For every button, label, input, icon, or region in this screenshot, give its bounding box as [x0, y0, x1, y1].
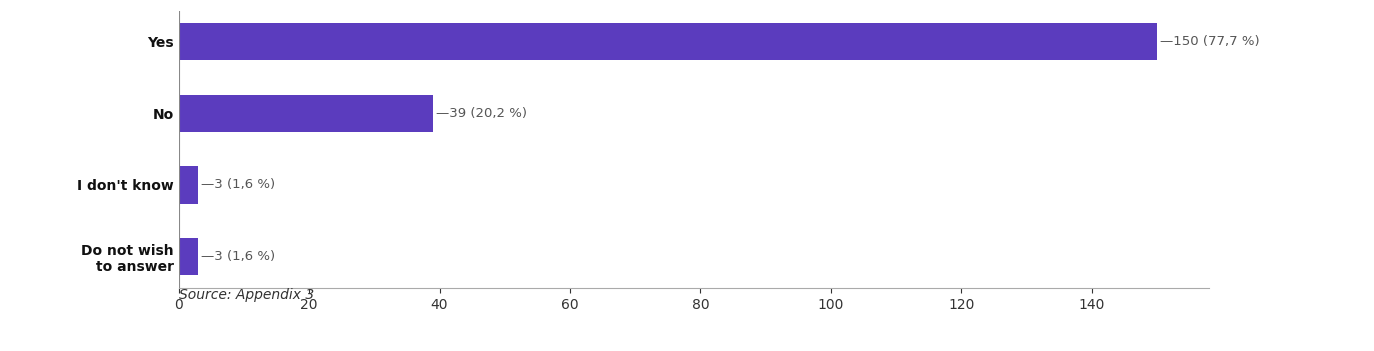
Text: —3 (1,6 %): —3 (1,6 %): [202, 178, 276, 192]
Bar: [179, 95, 433, 132]
Text: —150 (77,7 %): —150 (77,7 %): [1160, 35, 1260, 48]
Text: —3 (1,6 %): —3 (1,6 %): [202, 250, 276, 263]
Bar: [179, 166, 198, 204]
Text: —39 (20,2 %): —39 (20,2 %): [437, 107, 528, 120]
Bar: [179, 23, 1157, 60]
Bar: [179, 238, 198, 275]
Text: Source: Appendix 3: Source: Appendix 3: [179, 288, 313, 302]
